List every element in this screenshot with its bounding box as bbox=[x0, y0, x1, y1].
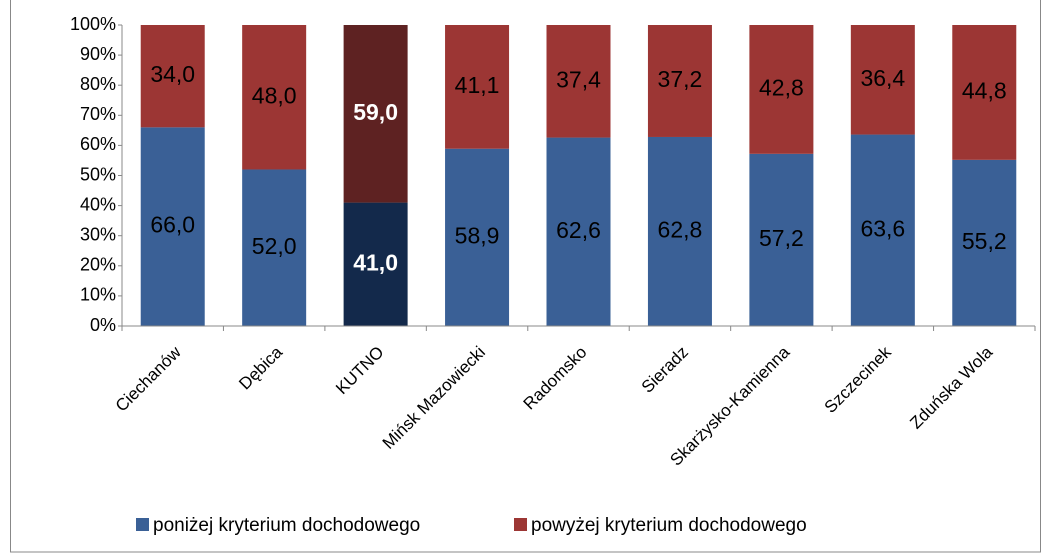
data-label: 42,8 bbox=[759, 74, 804, 100]
data-label: 62,6 bbox=[556, 217, 601, 243]
bar-segment bbox=[140, 127, 205, 326]
legend-label: powyżej kryterium dochodowego bbox=[531, 515, 807, 536]
bar-segment bbox=[242, 169, 307, 326]
y-tick-label: 20% bbox=[80, 255, 116, 275]
bar-segment bbox=[546, 137, 611, 326]
y-tick-label: 0% bbox=[90, 315, 116, 335]
bar-segment bbox=[546, 25, 611, 138]
data-label: 55,2 bbox=[962, 228, 1007, 254]
data-label: 48,0 bbox=[252, 82, 297, 108]
data-label: 36,4 bbox=[860, 65, 905, 91]
data-label: 63,6 bbox=[860, 215, 905, 241]
bar-segment bbox=[445, 25, 510, 149]
data-label: 52,0 bbox=[252, 233, 297, 259]
bar-segment bbox=[749, 153, 814, 326]
y-tick-label: 60% bbox=[80, 134, 116, 154]
legend-label: poniżej kryterium dochodowego bbox=[153, 515, 420, 536]
data-label: 66,0 bbox=[150, 212, 195, 238]
y-tick-label: 90% bbox=[80, 44, 116, 64]
bar-segment bbox=[140, 25, 205, 128]
y-tick-label: 80% bbox=[80, 74, 116, 94]
bar-segment bbox=[850, 134, 915, 326]
bar-segment bbox=[343, 202, 408, 326]
data-label: 57,2 bbox=[759, 225, 804, 251]
y-tick-label: 70% bbox=[80, 104, 116, 124]
data-label: 41,0 bbox=[353, 249, 398, 275]
bar-segment bbox=[343, 25, 408, 203]
y-tick-label: 100% bbox=[70, 14, 116, 34]
y-tick-label: 50% bbox=[80, 164, 116, 184]
bar-segment bbox=[445, 148, 510, 326]
bar-segment bbox=[952, 159, 1017, 326]
y-tick-label: 10% bbox=[80, 285, 116, 305]
bar-segment bbox=[952, 25, 1017, 160]
bar-segment bbox=[242, 25, 307, 170]
data-label: 62,8 bbox=[658, 217, 703, 243]
data-label: 58,9 bbox=[455, 222, 500, 248]
data-label: 34,0 bbox=[150, 61, 195, 87]
data-label: 41,1 bbox=[455, 72, 500, 98]
bar-segment bbox=[850, 25, 915, 135]
y-tick-label: 40% bbox=[80, 194, 116, 214]
legend-swatch bbox=[136, 518, 149, 531]
data-label: 37,2 bbox=[658, 66, 703, 92]
bar-segment bbox=[647, 25, 712, 137]
bar-segment bbox=[647, 136, 712, 326]
y-tick-label: 30% bbox=[80, 224, 116, 244]
data-label: 59,0 bbox=[353, 99, 398, 125]
data-label: 37,4 bbox=[556, 66, 601, 92]
bar-segment bbox=[749, 25, 814, 154]
data-label: 44,8 bbox=[962, 78, 1007, 104]
legend-swatch bbox=[514, 518, 527, 531]
